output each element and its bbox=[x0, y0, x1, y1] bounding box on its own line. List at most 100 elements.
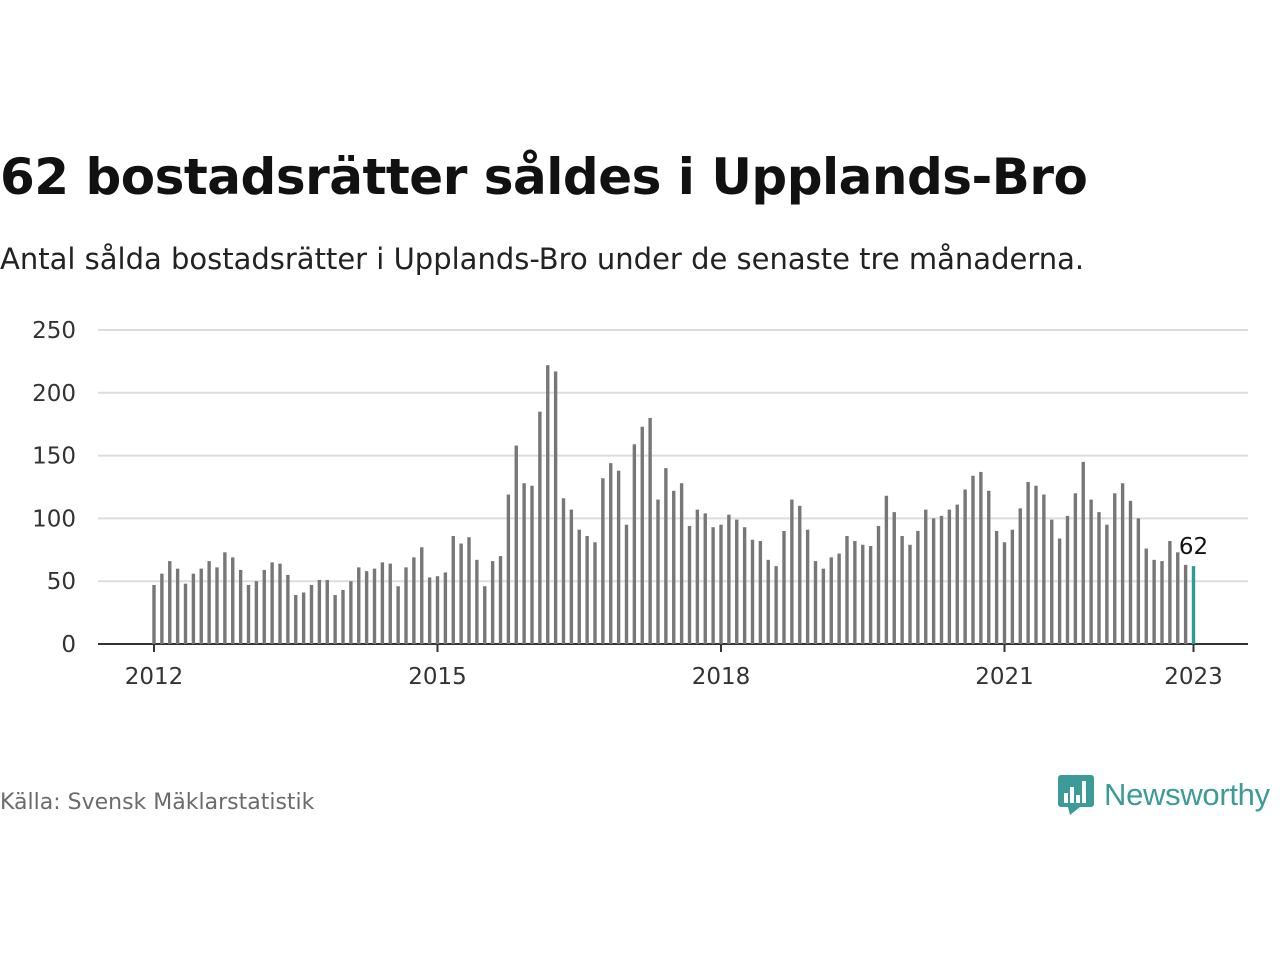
bar bbox=[766, 559, 770, 644]
bar bbox=[364, 571, 369, 644]
bar bbox=[1073, 493, 1078, 644]
bar bbox=[916, 530, 920, 644]
brand-name: Newsworthy bbox=[1104, 777, 1270, 812]
bar bbox=[790, 499, 794, 644]
bar bbox=[1176, 552, 1180, 644]
bar bbox=[175, 568, 180, 644]
bar bbox=[183, 583, 188, 644]
bar bbox=[349, 581, 353, 644]
x-tick-label: 2021 bbox=[975, 664, 1034, 690]
bar bbox=[963, 489, 967, 644]
x-tick-label: 2015 bbox=[408, 664, 467, 690]
bar bbox=[892, 512, 896, 644]
bar bbox=[357, 567, 361, 644]
bar bbox=[207, 561, 211, 644]
y-axis-ticks: 0 50 100 150 200 250 bbox=[32, 318, 76, 658]
bar bbox=[538, 411, 542, 644]
bar bbox=[884, 495, 889, 644]
bar bbox=[624, 524, 629, 644]
bar bbox=[333, 595, 337, 644]
bar bbox=[782, 530, 786, 644]
bar bbox=[1065, 515, 1070, 644]
bar bbox=[223, 552, 227, 644]
bar bbox=[443, 572, 448, 644]
bar bbox=[1160, 561, 1164, 644]
x-tick-label: 2018 bbox=[692, 664, 751, 690]
bar bbox=[947, 509, 952, 644]
bar bbox=[577, 529, 581, 644]
bar bbox=[254, 581, 259, 644]
bar bbox=[286, 574, 290, 644]
bar bbox=[514, 445, 518, 644]
bar bbox=[522, 483, 526, 644]
bar bbox=[900, 535, 904, 644]
bar bbox=[679, 483, 684, 644]
bar bbox=[924, 509, 928, 644]
bar bbox=[294, 595, 298, 644]
bar bbox=[317, 579, 322, 644]
bar bbox=[971, 475, 975, 644]
chart-subtitle: Antal sålda bostadsrätter i Upplands-Bro… bbox=[0, 242, 1085, 276]
bar bbox=[380, 562, 385, 644]
bar bbox=[1136, 518, 1141, 644]
bar bbox=[837, 553, 841, 644]
brand-logo[interactable]: Newsworthy bbox=[1058, 773, 1270, 817]
bar bbox=[1057, 538, 1062, 644]
bars bbox=[152, 365, 1196, 644]
bar bbox=[475, 559, 479, 644]
bar bbox=[742, 527, 747, 644]
bar bbox=[546, 365, 550, 644]
bar bbox=[1168, 541, 1172, 644]
bar bbox=[1034, 485, 1038, 644]
x-tick-label: 2023 bbox=[1164, 664, 1223, 690]
bar bbox=[246, 584, 251, 644]
bar bbox=[1042, 494, 1046, 644]
bar bbox=[168, 561, 172, 644]
bar bbox=[664, 468, 668, 644]
bar bbox=[821, 568, 826, 644]
bar bbox=[703, 513, 707, 644]
bar bbox=[774, 566, 778, 644]
bar-highlight bbox=[1191, 566, 1196, 644]
bar bbox=[160, 573, 164, 644]
bar bbox=[561, 498, 566, 644]
bar bbox=[1026, 481, 1030, 644]
bar bbox=[979, 471, 983, 644]
bar bbox=[262, 569, 266, 644]
bar bbox=[955, 504, 959, 644]
y-tick-label: 200 bbox=[32, 381, 76, 407]
bar bbox=[609, 463, 613, 644]
bar bbox=[372, 568, 377, 644]
bar bbox=[1018, 508, 1022, 644]
bar bbox=[868, 546, 873, 644]
bar bbox=[648, 417, 652, 644]
bar bbox=[805, 529, 810, 644]
bar-chart: 0 50 100 150 200 250 2012 2015 2018 2021 2023 62 bbox=[32, 318, 1248, 690]
bar bbox=[309, 584, 314, 644]
bar bbox=[829, 557, 833, 644]
x-axis-ticks: 2012 2015 2018 2021 2023 bbox=[125, 644, 1223, 690]
bar bbox=[325, 579, 329, 644]
bar bbox=[987, 490, 991, 644]
bar bbox=[498, 556, 503, 644]
y-tick-label: 0 bbox=[61, 632, 76, 658]
highlight-value-label: 62 bbox=[1179, 534, 1208, 560]
bar bbox=[420, 547, 424, 644]
bar bbox=[1050, 519, 1054, 644]
bar bbox=[672, 490, 676, 644]
bar bbox=[238, 569, 243, 644]
bar bbox=[388, 563, 392, 644]
bar bbox=[695, 509, 700, 644]
bar bbox=[711, 527, 715, 644]
bar bbox=[191, 573, 196, 644]
bar bbox=[758, 541, 763, 644]
bar bbox=[687, 525, 692, 644]
bar bbox=[908, 544, 912, 644]
bar bbox=[616, 470, 621, 644]
bar bbox=[396, 586, 400, 644]
bar bbox=[412, 557, 416, 644]
bar bbox=[301, 592, 306, 644]
bar bbox=[813, 561, 818, 644]
bar bbox=[640, 426, 644, 644]
bar bbox=[1097, 512, 1101, 644]
